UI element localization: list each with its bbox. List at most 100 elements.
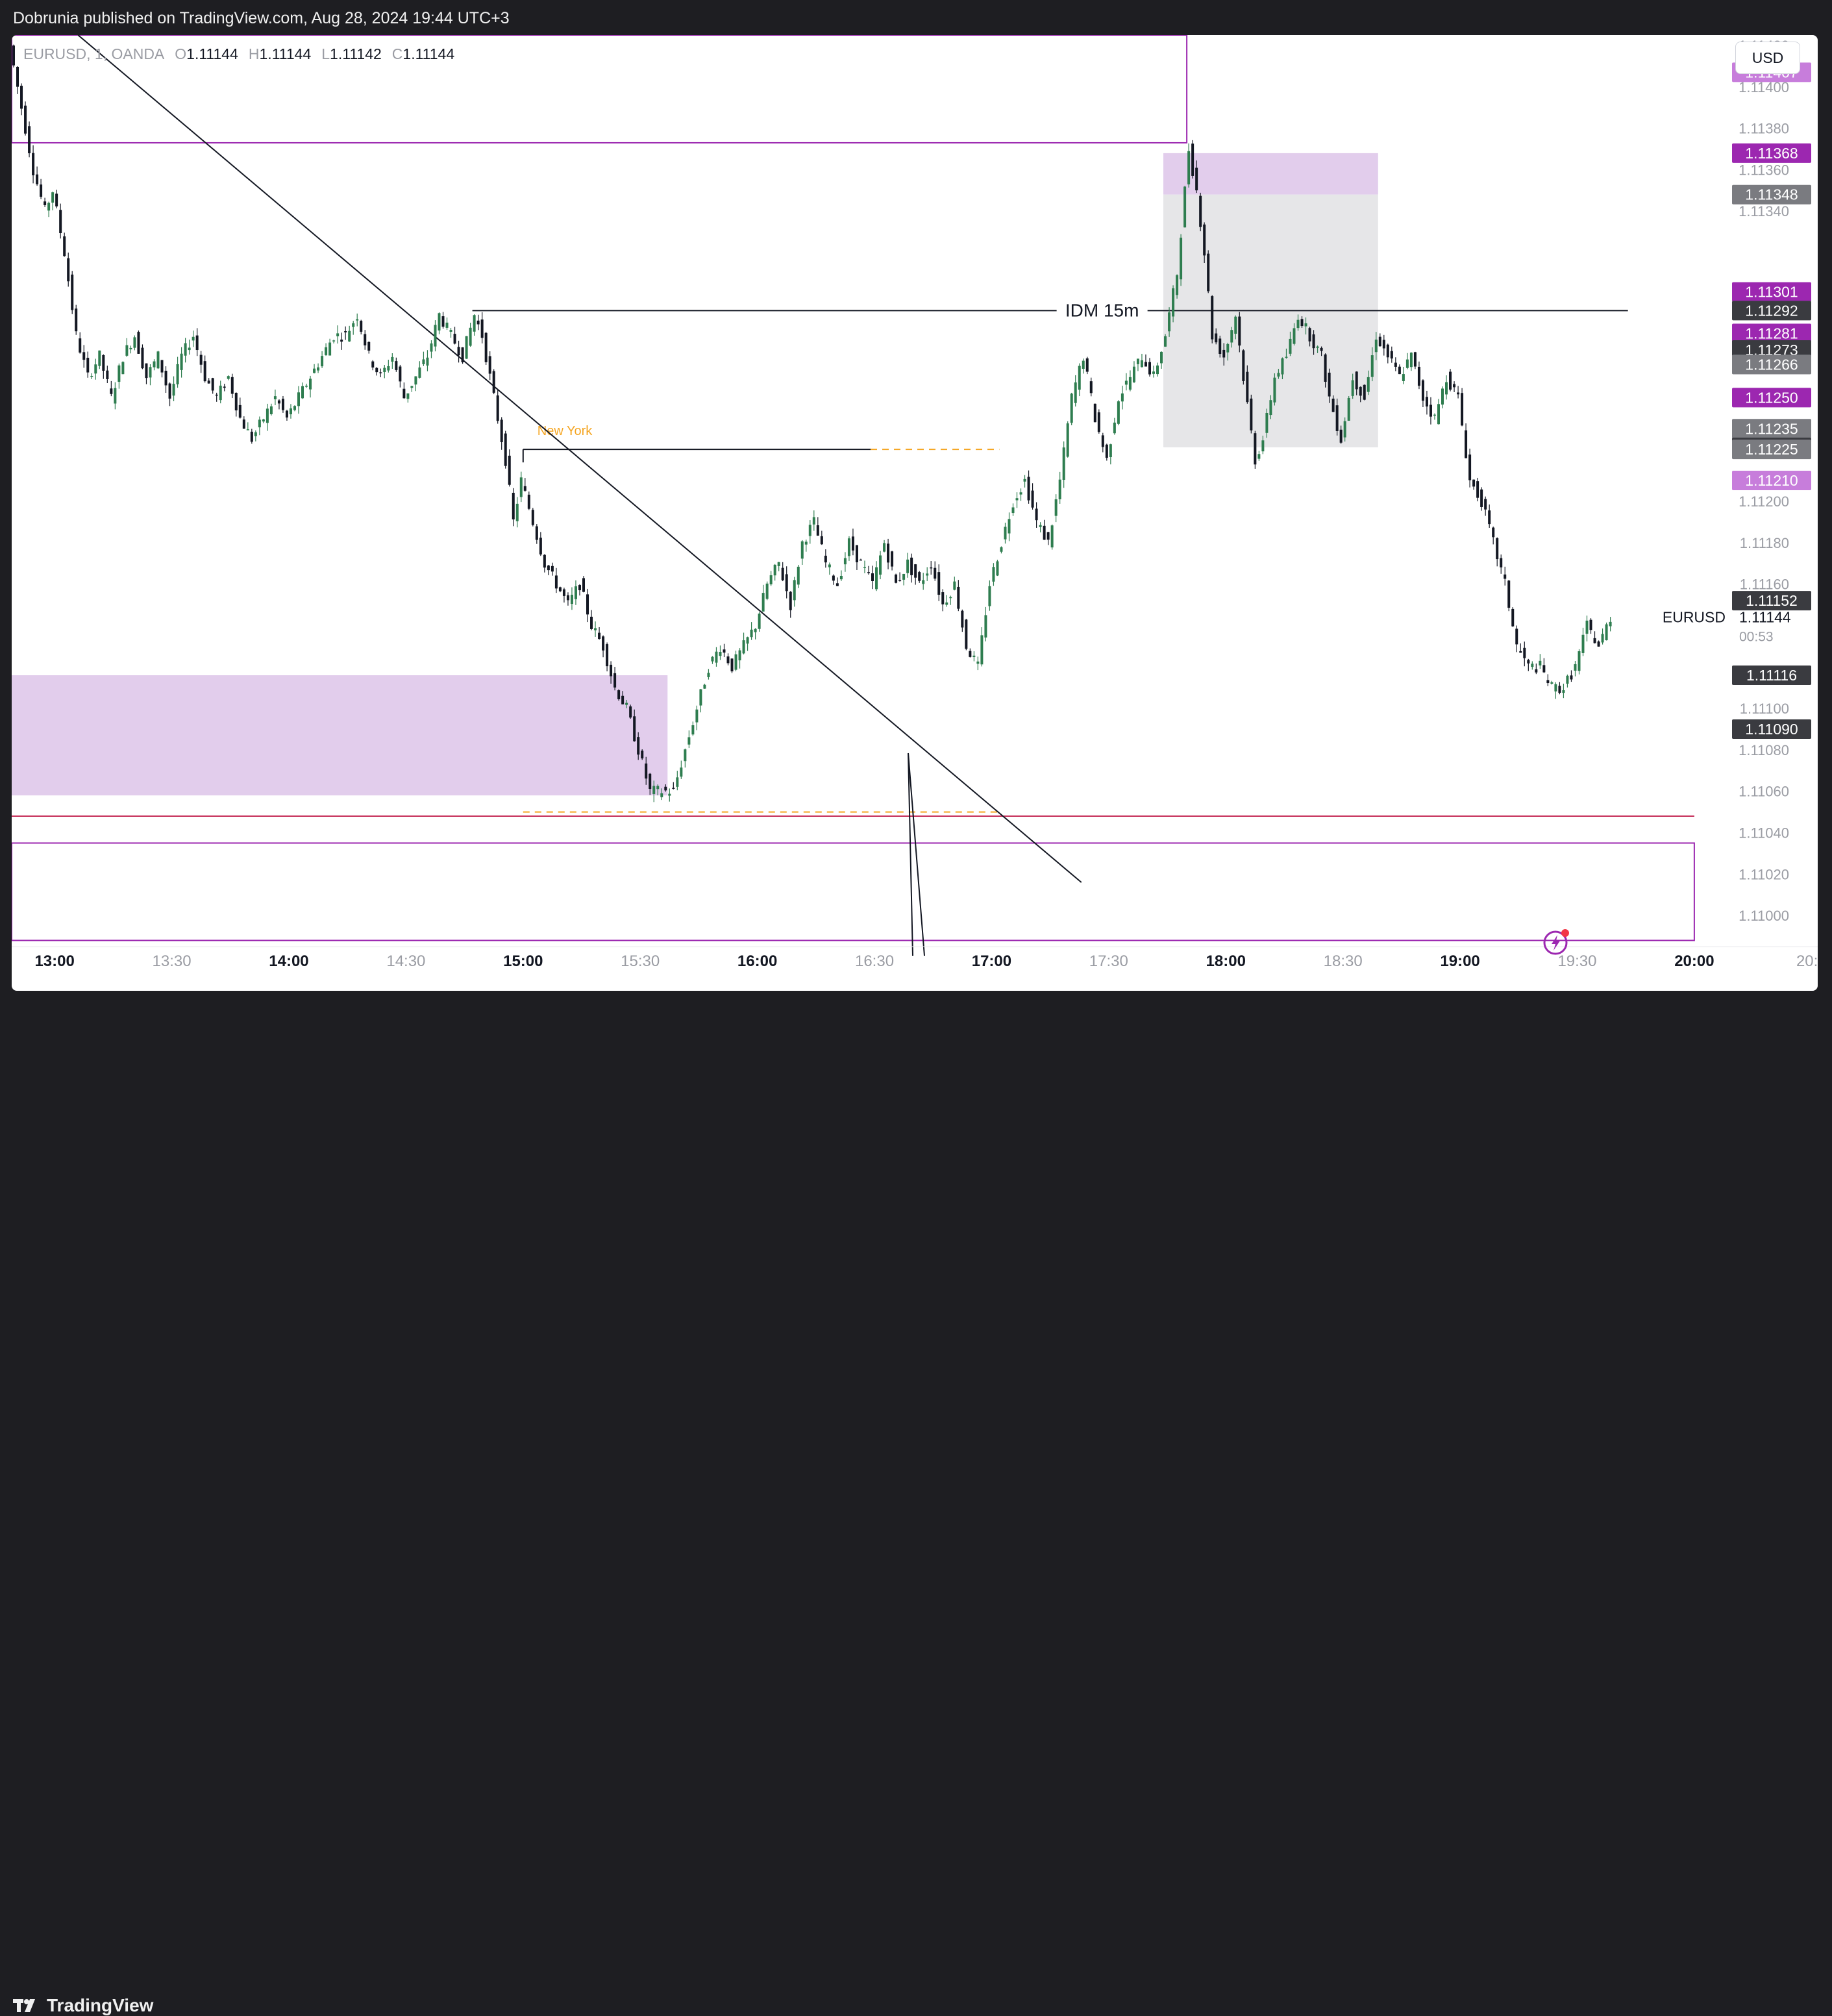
candle-body [242, 419, 245, 429]
candle-body [1187, 151, 1191, 185]
candle-body [1296, 319, 1300, 329]
price-label-10: 1.11235 [1745, 420, 1798, 437]
candle-body [1219, 338, 1222, 355]
candle-body [395, 361, 398, 370]
candle-body [707, 673, 710, 677]
candle-body [625, 703, 628, 705]
candle-body [1343, 421, 1346, 438]
candle-body [1246, 371, 1249, 403]
symbol-title[interactable]: EURUSD, 1, OANDA [23, 45, 165, 62]
candle-body [1289, 338, 1292, 354]
candle-body [1453, 384, 1456, 388]
candle-body [586, 594, 589, 615]
zone-rectangle-4[interactable] [12, 842, 1695, 941]
x-tick-label: 14:00 [269, 952, 308, 970]
candle-body [129, 347, 132, 350]
candle-body [352, 323, 355, 327]
candle-body [453, 334, 456, 344]
candle-body [1461, 393, 1464, 426]
candle-body [934, 567, 937, 579]
zone-rectangle-3[interactable] [12, 35, 1188, 143]
candle-body [273, 396, 277, 399]
candle-body [926, 573, 929, 576]
candle-body [75, 308, 78, 332]
candle-body [797, 566, 800, 585]
x-tick-label: 20:00 [1674, 952, 1714, 970]
candle-body [234, 393, 238, 411]
candle-body [336, 333, 340, 336]
candle-body [649, 773, 652, 789]
arrow-stroke-2 [908, 753, 913, 956]
high-label: H [248, 45, 260, 62]
candle-body [176, 364, 179, 384]
candle-body [473, 315, 476, 332]
y-tick-label: 1.11100 [1740, 701, 1789, 717]
candle-body [1542, 665, 1546, 673]
candle-body [969, 651, 972, 657]
candle-body [184, 343, 187, 356]
lightning-icon[interactable] [1542, 927, 1571, 956]
y-tick-label: 1.11000 [1739, 908, 1789, 924]
candle-body [804, 541, 808, 545]
candle-body [449, 330, 452, 332]
candle-body [875, 567, 878, 590]
candle-body [816, 525, 819, 536]
candle-body [1242, 350, 1245, 381]
candle-body [590, 616, 593, 629]
candle-body [199, 355, 203, 365]
candle-body [1308, 328, 1311, 342]
candle-body [519, 477, 523, 497]
tradingview-logo-icon [13, 1999, 35, 2012]
candle-body [289, 408, 292, 415]
idm-label: IDM 15m [1065, 300, 1139, 320]
candle-body [172, 384, 175, 396]
candle-body [1468, 454, 1472, 480]
candle-body [832, 575, 835, 581]
currency-button[interactable]: USD [1735, 42, 1800, 74]
candle-body [699, 689, 702, 706]
tradingview-brand[interactable]: TradingView [13, 1995, 153, 2016]
price-label-16: 1.11090 [1745, 721, 1798, 738]
trend-line[interactable] [77, 35, 1082, 883]
candle-body [883, 543, 886, 552]
candle-body [496, 395, 499, 421]
candle-body [1008, 519, 1011, 534]
candle-body [1398, 366, 1401, 375]
candle-body [941, 592, 945, 604]
candle-body [1394, 362, 1397, 367]
candle-body [383, 367, 386, 373]
candle-body [742, 640, 745, 654]
candle-body [789, 591, 792, 610]
candle-body [992, 567, 995, 582]
candle-body [1215, 333, 1218, 343]
candle-body [1535, 669, 1538, 673]
zone-rectangle-0[interactable] [1163, 153, 1378, 195]
price-label-5: 1.11281 [1745, 325, 1798, 342]
candle-body [918, 572, 921, 581]
candle-body [1101, 435, 1104, 447]
candle-body [1015, 498, 1019, 501]
candle-body [1359, 386, 1362, 396]
zone-rectangle-2[interactable] [12, 675, 668, 796]
candle-body [715, 651, 718, 663]
candle-body [1566, 675, 1569, 684]
candle-body [758, 614, 761, 629]
price-label-bg-16 [1732, 719, 1811, 739]
candle-body [82, 352, 86, 360]
candle-body [523, 486, 526, 491]
candle-body [515, 503, 519, 521]
candle-body [738, 650, 741, 661]
price-label-bg-8 [1732, 355, 1811, 375]
candle-body [340, 340, 343, 342]
candle-body [711, 656, 714, 662]
candle-body [332, 340, 336, 342]
candle-body [1117, 401, 1120, 424]
candle-body [313, 368, 316, 373]
x-tick-label: 20:3 [1796, 952, 1818, 970]
candlestick-series[interactable] [12, 44, 1612, 803]
candle-body [1054, 499, 1058, 516]
y-tick-label: 1.11040 [1739, 825, 1789, 841]
candle-body [1035, 508, 1038, 521]
